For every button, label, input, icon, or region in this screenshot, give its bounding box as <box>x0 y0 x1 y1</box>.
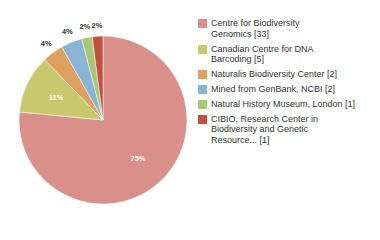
svg-text:2%: 2% <box>79 22 90 31</box>
svg-text:2%: 2% <box>91 21 102 30</box>
html-text:Naturalis Biodiversity Center: Naturalis Biodiversity Center [2] <box>211 69 338 80</box>
html-text:Centre for Biodiversity Genomi: Centre for Biodiversity Genomics [33] <box>211 18 300 39</box>
svg-text:4%: 4% <box>62 27 73 36</box>
html-text:Natural History Museum, London: Natural History Museum, London [1] <box>211 98 356 109</box>
svg-text:4%: 4% <box>41 39 52 48</box>
svg-text:75%: 75% <box>131 154 146 163</box>
html-text:Canadian Centre for DNA Barcod: Canadian Centre for DNA Barcoding [5] <box>211 43 314 65</box>
html-text:CIBIO, Research Center in Biod: CIBIO, Research Center in Biodiversity a… <box>211 113 318 146</box>
svg-text:11%: 11% <box>49 93 64 102</box>
html-text:Mined from GenBank, NCBI [2]: Mined from GenBank, NCBI [2] <box>211 84 336 94</box>
